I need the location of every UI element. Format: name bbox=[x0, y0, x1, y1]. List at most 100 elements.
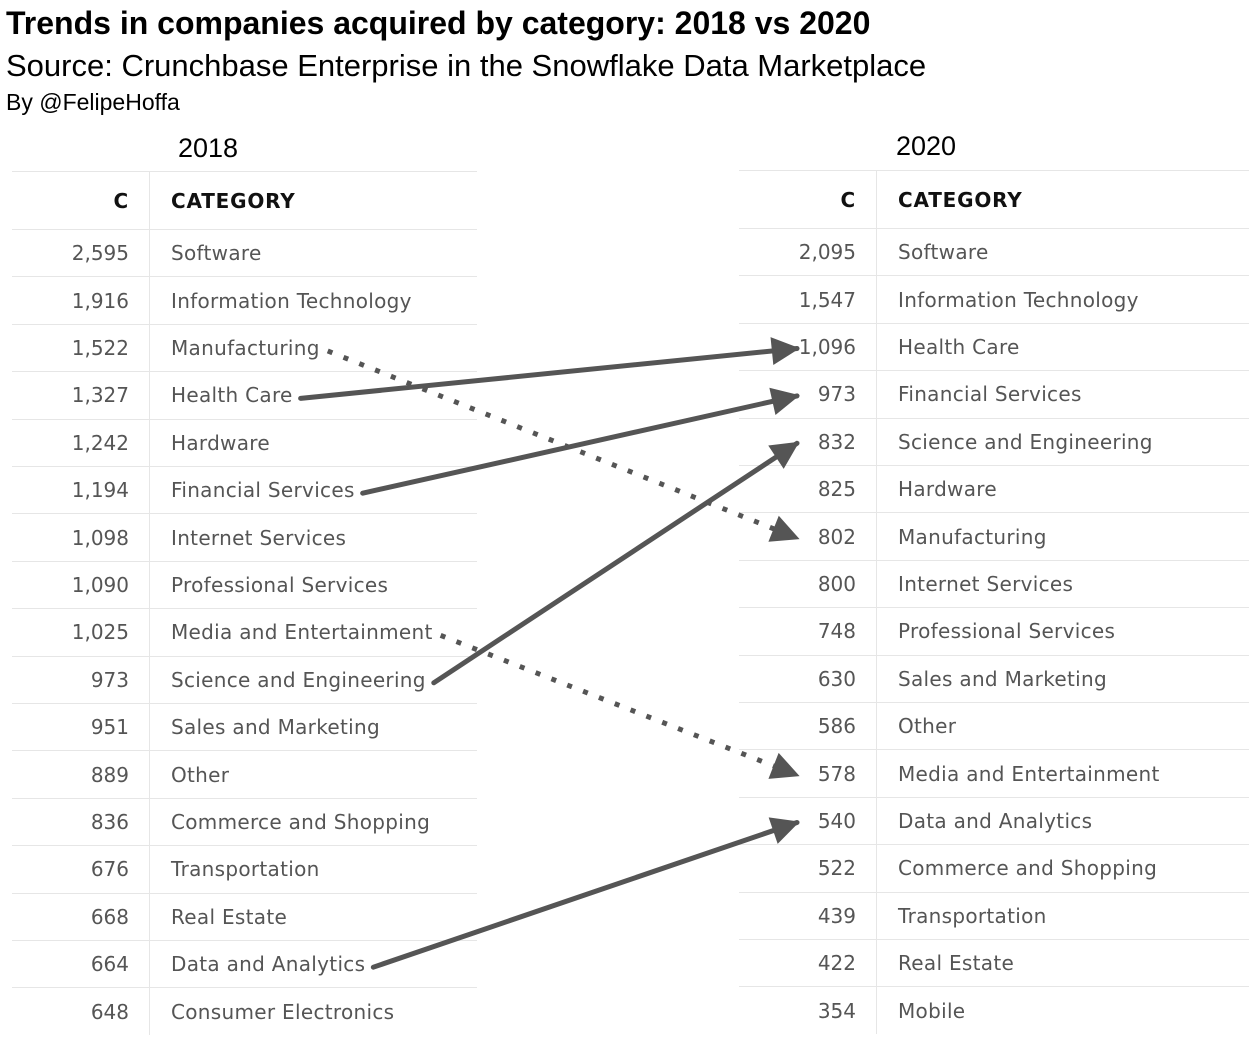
table-row: 668 Real Estate bbox=[12, 892, 477, 940]
table-row: 1,547 Information Technology bbox=[739, 275, 1249, 323]
count-cell: 1,547 bbox=[739, 276, 877, 323]
arrow-data-and-analytics bbox=[370, 817, 800, 970]
count-cell: 1,522 bbox=[12, 324, 150, 372]
table-row: 2,595 Software bbox=[12, 229, 477, 277]
count-cell: 648 bbox=[12, 988, 150, 1035]
count-cell: 1,098 bbox=[12, 514, 150, 561]
table-row: 676 Transportation bbox=[12, 845, 477, 893]
count-cell: 973 bbox=[12, 656, 150, 703]
arrow-financial-services bbox=[360, 387, 800, 496]
table-row: 800 Internet Services bbox=[739, 559, 1249, 608]
table-row: 540 Data and Analytics bbox=[739, 796, 1249, 845]
count-cell: 540 bbox=[739, 797, 877, 845]
count-cell: 825 bbox=[739, 466, 877, 513]
category-cell: Other bbox=[898, 714, 957, 739]
category-cell: Science and Engineering bbox=[171, 667, 426, 692]
table-row: 1,522 Manufacturing bbox=[12, 323, 477, 372]
category-cell: Manufacturing bbox=[171, 335, 320, 360]
category-cell: Media and Entertainment bbox=[898, 761, 1160, 786]
table-row: 951 Sales and Marketing bbox=[12, 703, 477, 751]
table-row: 1,242 Hardware bbox=[12, 418, 477, 466]
count-cell: 664 bbox=[12, 941, 150, 988]
category-cell: Mobile bbox=[898, 998, 966, 1023]
count-cell: 1,327 bbox=[12, 372, 150, 419]
count-cell: 836 bbox=[12, 798, 150, 846]
category-cell: Transportation bbox=[898, 903, 1047, 928]
table-row: 354 Mobile bbox=[739, 986, 1249, 1034]
category-cell: Financial Services bbox=[898, 382, 1082, 407]
count-cell: 354 bbox=[739, 987, 877, 1034]
table-row: 1,194 Financial Services bbox=[12, 466, 477, 514]
table-row: 825 Hardware bbox=[739, 465, 1249, 513]
table-row: 748 Professional Services bbox=[739, 607, 1249, 655]
count-cell: 1,096 bbox=[739, 323, 877, 371]
table-row: 522 Commerce and Shopping bbox=[739, 844, 1249, 892]
count-cell: 1,916 bbox=[12, 277, 150, 324]
table-row: 832 Science and Engineering bbox=[739, 417, 1249, 465]
count-cell: 800 bbox=[739, 560, 877, 608]
category-cell: Transportation bbox=[171, 857, 320, 882]
table-row: 973 Financial Services bbox=[739, 370, 1249, 418]
table-row: 439 Transportation bbox=[739, 891, 1249, 939]
category-cell: Internet Services bbox=[171, 525, 347, 550]
category-cell: Hardware bbox=[171, 430, 270, 455]
count-cell: 586 bbox=[739, 703, 877, 750]
column-header-category: CATEGORY bbox=[898, 187, 1023, 212]
table-row: 1,096 Health Care bbox=[739, 322, 1249, 371]
table-header-row: C CATEGORY bbox=[12, 171, 477, 229]
count-cell: 522 bbox=[739, 845, 877, 892]
category-cell: Internet Services bbox=[898, 571, 1074, 596]
count-cell: 630 bbox=[739, 655, 877, 702]
count-cell: 1,194 bbox=[12, 467, 150, 514]
category-cell: Commerce and Shopping bbox=[898, 856, 1158, 881]
count-cell: 1,025 bbox=[12, 609, 150, 656]
category-cell: Data and Analytics bbox=[171, 952, 366, 977]
category-cell: Real Estate bbox=[171, 904, 288, 929]
category-cell: Manufacturing bbox=[898, 524, 1047, 549]
table-row: 664 Data and Analytics bbox=[12, 940, 477, 988]
arrow-health-care bbox=[298, 337, 800, 401]
count-cell: 802 bbox=[739, 513, 877, 560]
count-cell: 676 bbox=[12, 846, 150, 893]
count-cell: 578 bbox=[739, 750, 877, 797]
year-label-2020: 2020 bbox=[896, 131, 957, 161]
category-cell: Media and Entertainment bbox=[171, 620, 433, 645]
table-row: 1,916 Information Technology bbox=[12, 276, 477, 324]
count-cell: 1,090 bbox=[12, 561, 150, 609]
category-cell: Professional Services bbox=[898, 619, 1116, 644]
category-cell: Other bbox=[171, 762, 230, 787]
table-row: 973 Science and Engineering bbox=[12, 655, 477, 703]
category-cell: Sales and Marketing bbox=[171, 715, 380, 740]
arrow-science-and-engineering bbox=[431, 440, 800, 686]
category-cell: Software bbox=[171, 241, 262, 266]
table-row: 1,327 Health Care bbox=[12, 371, 477, 419]
count-cell: 748 bbox=[739, 608, 877, 655]
count-cell: 439 bbox=[739, 892, 877, 939]
chart-title: Trends in companies acquired by category… bbox=[6, 5, 871, 41]
arrow-media-and-entertainment bbox=[439, 633, 800, 779]
table-row: 422 Real Estate bbox=[739, 939, 1249, 987]
count-cell: 668 bbox=[12, 893, 150, 940]
category-cell: Hardware bbox=[898, 477, 997, 502]
category-cell: Data and Analytics bbox=[898, 808, 1093, 833]
table-row: 802 Manufacturing bbox=[739, 512, 1249, 560]
table-row: 586 Other bbox=[739, 702, 1249, 750]
count-cell: 2,595 bbox=[12, 230, 150, 277]
category-cell: Sales and Marketing bbox=[898, 666, 1107, 691]
table-row: 1,025 Media and Entertainment bbox=[12, 608, 477, 656]
table-header-row: C CATEGORY bbox=[739, 170, 1249, 228]
category-cell: Financial Services bbox=[171, 478, 355, 503]
count-cell: 889 bbox=[12, 751, 150, 798]
category-cell: Information Technology bbox=[898, 287, 1139, 312]
table-row: 836 Commerce and Shopping bbox=[12, 797, 477, 846]
category-cell: Consumer Electronics bbox=[171, 999, 395, 1024]
category-cell: Health Care bbox=[171, 383, 293, 408]
table-row: 2,095 Software bbox=[739, 228, 1249, 276]
category-cell: Real Estate bbox=[898, 951, 1015, 976]
category-cell: Commerce and Shopping bbox=[171, 809, 431, 834]
count-cell: 973 bbox=[739, 371, 877, 418]
table-row: 889 Other bbox=[12, 750, 477, 798]
count-cell: 422 bbox=[739, 940, 877, 987]
count-cell: 1,242 bbox=[12, 419, 150, 466]
